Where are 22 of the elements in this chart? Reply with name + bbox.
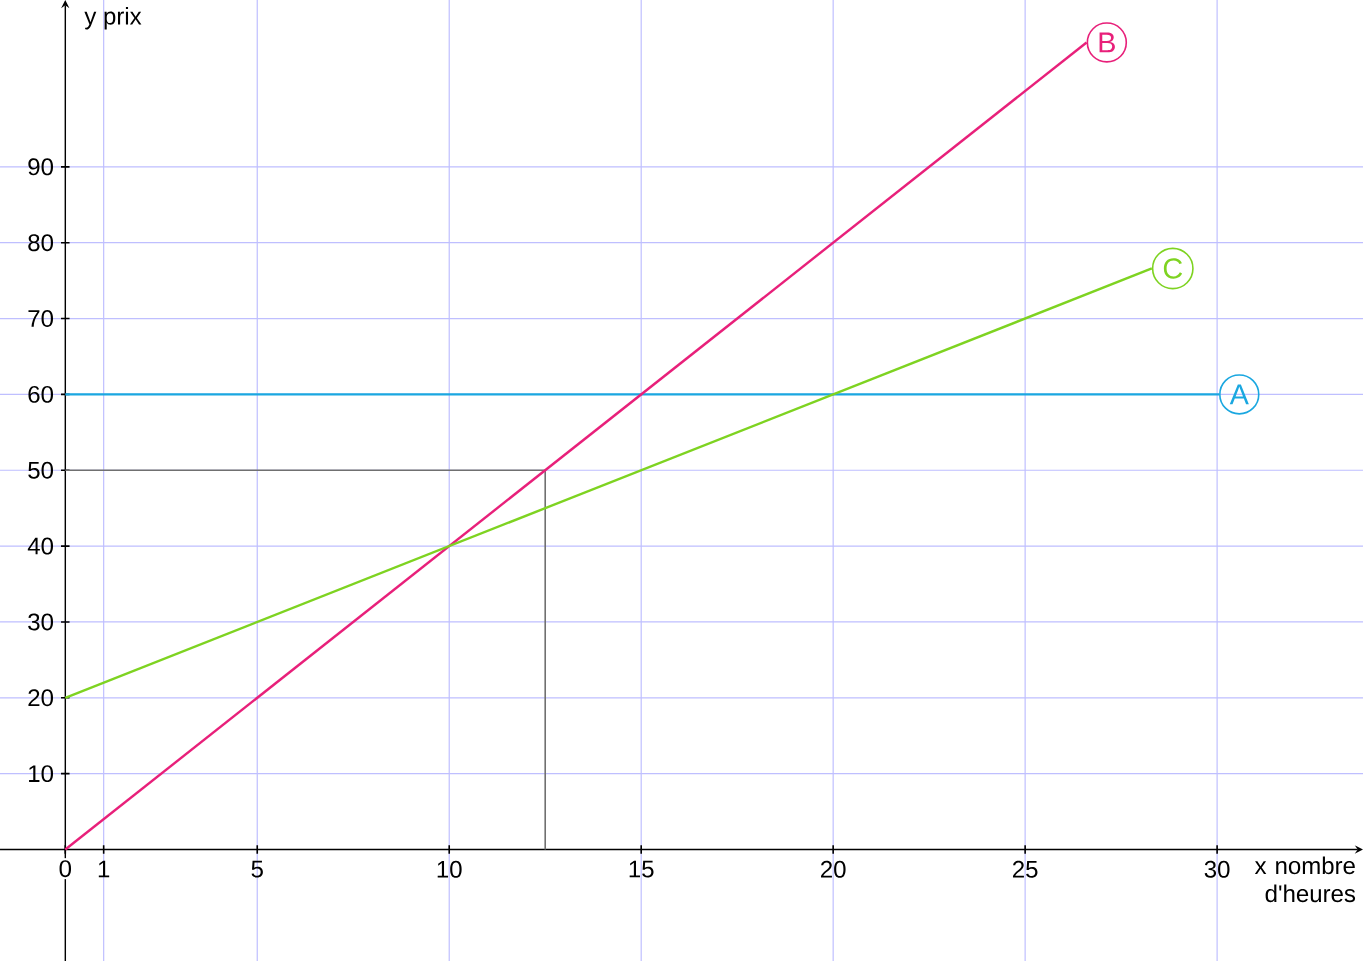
legend-label: C bbox=[1163, 258, 1183, 279]
y-tick-label: 80 bbox=[28, 234, 54, 252]
x-tick-label: 5 bbox=[251, 860, 263, 878]
y-tick-label: 20 bbox=[28, 689, 54, 707]
y-tick-label: 60 bbox=[28, 385, 54, 403]
x-tick-label: 15 bbox=[629, 860, 654, 878]
y-tick-label: 90 bbox=[28, 158, 54, 176]
y-tick-label: 10 bbox=[29, 765, 54, 783]
x-tick-label: 10 bbox=[437, 860, 462, 878]
x-tick-label: 30 bbox=[1204, 860, 1230, 878]
x-tick-label: 20 bbox=[821, 860, 846, 878]
x-tick-label: 0 bbox=[59, 860, 72, 878]
y-tick-label: 50 bbox=[28, 461, 54, 479]
legend-label: B bbox=[1099, 32, 1115, 53]
y-tick-label: 40 bbox=[27, 537, 54, 555]
legend-label: A bbox=[1229, 384, 1249, 405]
x-axis-title: x nombre d'heures bbox=[1254, 856, 1356, 903]
x-tick-label: 1 bbox=[98, 860, 110, 878]
y-tick-label: 30 bbox=[28, 613, 54, 631]
y-axis-title: y prix bbox=[84, 7, 142, 30]
y-tick-label: 70 bbox=[28, 310, 54, 328]
x-tick-label: 25 bbox=[1012, 860, 1038, 878]
